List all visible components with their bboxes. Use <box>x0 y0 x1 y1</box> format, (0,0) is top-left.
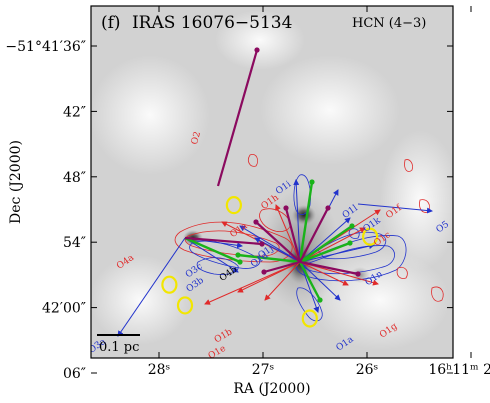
y-tick-label: 48″ <box>63 170 86 186</box>
contour <box>348 228 360 239</box>
contour <box>196 257 239 275</box>
outflow-axis-end <box>309 179 315 185</box>
outflow-arrow <box>264 261 301 301</box>
outflow-arrow <box>117 237 186 337</box>
plot-frame <box>90 5 454 359</box>
y-tick-label: 42′00″ <box>42 301 86 317</box>
outflow-label: O2 <box>190 131 203 146</box>
outflow-axis-end <box>325 205 331 211</box>
contour <box>293 174 311 215</box>
outflow-axis-end <box>235 252 241 258</box>
outflow-axis <box>255 221 301 263</box>
outflow-label: O1b <box>301 362 322 381</box>
x-tick-labels: 28ˢ 27ˢ 26ˢ 16ʰ11ᵐ 25ˢ <box>148 362 490 378</box>
contour <box>184 230 280 257</box>
y-tick-label: 42″ <box>63 104 86 120</box>
outflow-axis-end <box>261 269 267 275</box>
y-tick-label: 06″ <box>63 366 86 382</box>
outflow-axis-end <box>237 259 243 265</box>
outflow-axis-end <box>355 271 361 277</box>
contour <box>248 153 258 167</box>
x-tick-label: 28ˢ <box>148 362 171 378</box>
outflow-arrow <box>299 243 375 263</box>
y-tick-label: −51°41′36″ <box>5 39 86 55</box>
outflow-axis <box>184 236 241 264</box>
haze <box>215 10 305 70</box>
outflow-axis-end <box>349 223 355 229</box>
outflow-axis <box>298 181 314 263</box>
outflow-arrow <box>299 261 349 286</box>
haze <box>380 130 453 270</box>
outflow-axis-end <box>317 297 323 303</box>
outflow-arrow <box>299 227 366 263</box>
core-marker <box>225 196 242 215</box>
axis-ticks <box>91 6 472 374</box>
x-axis-title: RA (J2000) <box>233 381 310 397</box>
outflow-arrow <box>299 217 351 263</box>
x-tick-label: 26ˢ <box>356 362 379 378</box>
core-marker <box>301 309 318 328</box>
core-marker <box>176 296 194 315</box>
outflow-axis-end <box>347 240 353 246</box>
outflow-arrows <box>117 47 433 337</box>
outflow-arrow <box>357 203 433 214</box>
outflow-axis-end <box>259 241 265 247</box>
outflow-axis <box>184 236 263 246</box>
contour <box>396 266 408 279</box>
haze <box>91 55 210 175</box>
outflow-axis-end <box>283 205 289 211</box>
y-tick-label: 54″ <box>63 235 86 251</box>
scale-bar-label: 0.1 pc <box>99 340 139 355</box>
line-label: HCN (4−3) <box>352 16 426 31</box>
haze <box>91 255 190 345</box>
outflow-arrow <box>239 225 301 263</box>
outflow-axis <box>298 261 322 301</box>
haze <box>260 55 400 165</box>
outflow-axis-end <box>254 47 260 53</box>
outflow-axis <box>263 260 301 274</box>
outflow-axis <box>284 207 302 263</box>
outflow-arrow <box>275 204 301 263</box>
outflow-arrow <box>184 237 239 273</box>
outflow-axis <box>299 225 353 263</box>
y-tick-labels: −51°41′36″ 42″ 48″ 54″ 42′00″ 06″ <box>5 39 86 382</box>
contour <box>296 235 407 282</box>
outflow-axis <box>299 260 359 276</box>
outflow-axis-end <box>253 219 259 225</box>
core-marker <box>362 227 379 246</box>
outflow-arrow <box>299 261 320 313</box>
outflow-axis <box>299 207 329 263</box>
x-tick-label: 27ˢ <box>252 362 275 378</box>
outflow-arrow <box>299 261 341 301</box>
x-tick-label: 16ʰ11ᵐ 25ˢ <box>428 362 490 378</box>
core-marker <box>161 275 178 294</box>
outflow-axis <box>216 49 259 187</box>
contour <box>404 159 413 172</box>
core-markers <box>161 196 379 328</box>
outflow-arrow <box>204 261 301 305</box>
outflow-axis <box>237 253 301 264</box>
outflow-axis <box>299 241 351 264</box>
contour <box>317 231 387 260</box>
outflow-arrow <box>293 179 301 263</box>
panel-label: (f) IRAS 16076−5134 <box>101 13 292 33</box>
contour <box>431 286 444 302</box>
y-axis-title: Dec (J2000) <box>8 140 24 224</box>
